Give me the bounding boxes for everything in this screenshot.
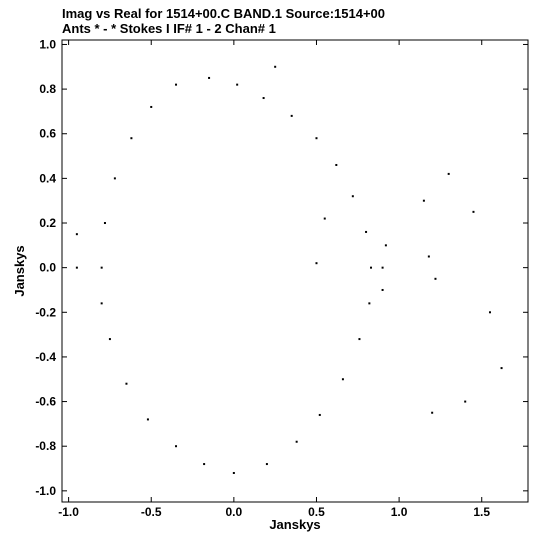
- data-point: [318, 413, 321, 416]
- chart-title: Imag vs Real for 1514+00.C BAND.1 Source…: [62, 6, 385, 21]
- data-point: [108, 338, 111, 341]
- data-point: [175, 445, 178, 448]
- x-tick-label: -1.0: [58, 505, 79, 519]
- data-point: [447, 172, 450, 175]
- data-point: [472, 210, 475, 213]
- data-point: [434, 277, 437, 280]
- data-point: [75, 266, 78, 269]
- data-point: [464, 400, 467, 403]
- data-point: [315, 137, 318, 140]
- data-point: [341, 378, 344, 381]
- data-point: [175, 83, 178, 86]
- data-point: [100, 302, 103, 305]
- data-point: [103, 222, 106, 225]
- data-point: [384, 244, 387, 247]
- y-tick-label: -0.2: [35, 305, 56, 319]
- tick-labels: -1.0 -0.5 0.0 0.5 1.0 1.5 -1.0 -0.8 -0.6 -0.4 -0.2…: [35, 37, 490, 519]
- plot-frame: [61, 39, 529, 503]
- data-point: [295, 440, 298, 443]
- data-point: [381, 266, 384, 269]
- data-point: [75, 233, 78, 236]
- data-point: [274, 65, 277, 68]
- data-point: [232, 471, 235, 474]
- y-tick-label: 1.0: [39, 37, 56, 51]
- data-point: [146, 418, 149, 421]
- data-point: [113, 177, 116, 180]
- y-tick-label: -0.8: [35, 439, 56, 453]
- y-tick-label: 0.4: [39, 171, 56, 185]
- y-tick-label: 0.8: [39, 82, 56, 96]
- x-tick-label: 1.5: [473, 505, 490, 519]
- data-point: [290, 114, 293, 117]
- data-point: [488, 311, 491, 314]
- y-tick-label: 0.2: [39, 216, 56, 230]
- y-tick-label: -1.0: [35, 484, 56, 498]
- data-point: [125, 382, 128, 385]
- x-tick-label: -0.5: [141, 505, 162, 519]
- data-point: [422, 199, 425, 202]
- data-point: [358, 338, 361, 341]
- data-point: [431, 411, 434, 414]
- data-point: [262, 97, 265, 100]
- data-point: [500, 367, 503, 370]
- data-point: [368, 302, 371, 305]
- x-axis-label: Janskys: [269, 517, 320, 532]
- y-tick-label: 0.0: [39, 261, 56, 275]
- data-point: [208, 76, 211, 79]
- x-tick-label: 0.5: [308, 505, 325, 519]
- data-point: [265, 463, 268, 466]
- y-tick-label: -0.6: [35, 395, 56, 409]
- data-point: [351, 195, 354, 198]
- x-tick-label: 0.0: [226, 505, 243, 519]
- axis-ticks: [62, 40, 528, 502]
- chart-subtitle: Ants * - * Stokes I IF# 1 - 2 Chan# 1: [62, 21, 276, 36]
- data-point: [203, 463, 206, 466]
- data-point: [100, 266, 103, 269]
- data-point: [370, 266, 373, 269]
- y-axis-label: Janskys: [12, 245, 27, 296]
- data-point: [335, 163, 338, 166]
- data-point: [315, 262, 318, 265]
- x-tick-label: 1.0: [391, 505, 408, 519]
- data-point: [365, 230, 368, 233]
- data-point: [427, 255, 430, 258]
- data-point: [236, 83, 239, 86]
- y-tick-label: 0.6: [39, 127, 56, 141]
- data-point: [381, 288, 384, 291]
- data-point: [150, 105, 153, 108]
- data-points: [75, 65, 503, 474]
- y-tick-label: -0.4: [35, 350, 56, 364]
- data-point: [323, 217, 326, 220]
- data-point: [130, 137, 133, 140]
